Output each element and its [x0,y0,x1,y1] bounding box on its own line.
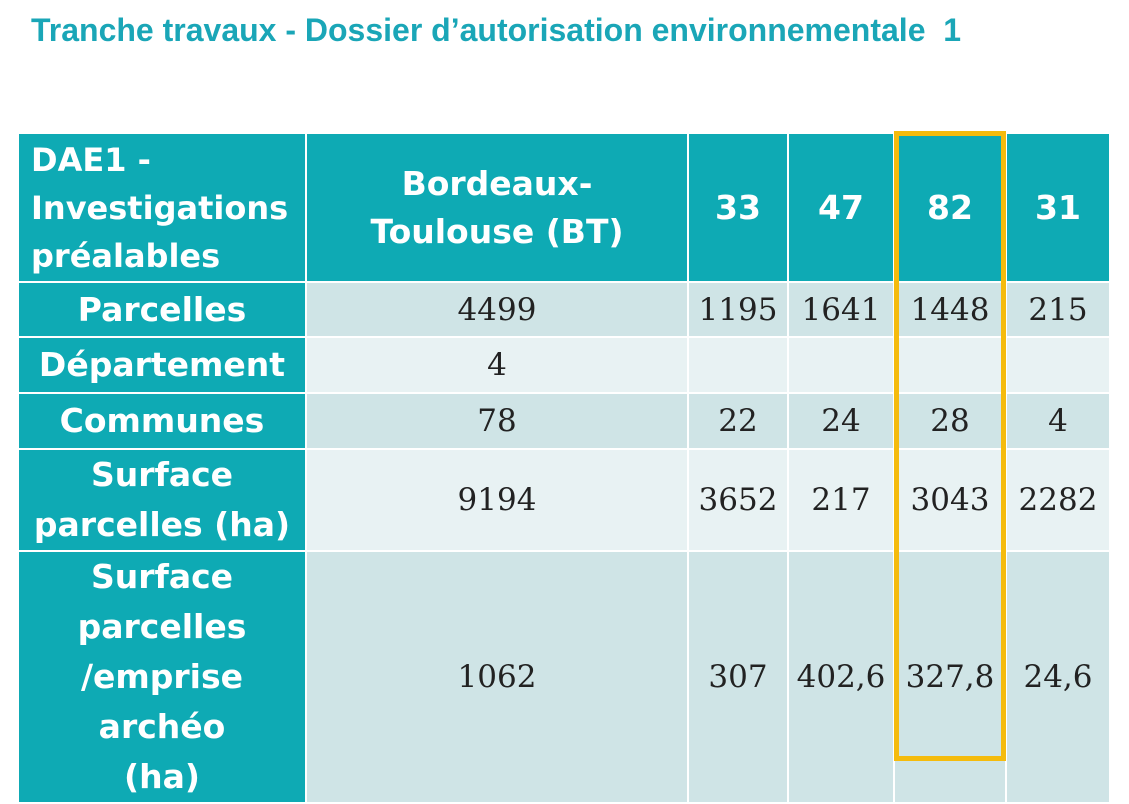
table-cell: 3652 [687,448,789,552]
table-row: Surface parcelles (ha) 9194 3652 217 304… [17,448,1111,552]
table-cell: 1641 [787,281,895,338]
table-cell [1005,336,1111,394]
table-cell [787,336,895,394]
header-row: DAE1 - Investigations préalables Bordeau… [17,132,1111,283]
table-cell: 1062 [305,550,689,804]
table-cell: 1448 [893,281,1007,338]
table-cell: 4 [305,336,689,394]
table-cell: 217 [787,448,895,552]
row-header-communes: Communes [17,392,307,450]
column-header-33: 33 [687,132,789,283]
row-header-surface-parcelles: Surface parcelles (ha) [17,448,307,552]
table-cell: 307 [687,550,789,804]
table-cell: 22 [687,392,789,450]
table-cell: 215 [1005,281,1111,338]
row-header-parcelles: Parcelles [17,281,307,338]
table-cell: 24 [787,392,895,450]
table-cell: 4499 [305,281,689,338]
table-cell: 2282 [1005,448,1111,552]
table-cell: 9194 [305,448,689,552]
table-cell: 402,6 [787,550,895,804]
column-header-bt: Bordeaux-Toulouse (BT) [305,132,689,283]
table-cell [687,336,789,394]
table-row: Surface parcelles /emprise archéo (ha) 1… [17,550,1111,804]
table-cell: 78 [305,392,689,450]
table-cell [893,336,1007,394]
table-cell: 1195 [687,281,789,338]
table-cell: 4 [1005,392,1111,450]
table-cell: 28 [893,392,1007,450]
corner-header: DAE1 - Investigations préalables [17,132,307,283]
table-row: Communes 78 22 24 28 4 [17,392,1111,450]
column-header-82: 82 [893,132,1007,283]
table-row: Département 4 [17,336,1111,394]
table-cell: 327,8 [893,550,1007,804]
table-cell: 24,6 [1005,550,1111,804]
data-table: DAE1 - Investigations préalables Bordeau… [17,132,1111,804]
column-header-31: 31 [1005,132,1111,283]
row-header-surface-emprise: Surface parcelles /emprise archéo (ha) [17,550,307,804]
table-row: Parcelles 4499 1195 1641 1448 215 [17,281,1111,338]
column-header-47: 47 [787,132,895,283]
row-header-departement: Département [17,336,307,394]
page-title: Tranche travaux - Dossier d’autorisation… [31,12,962,48]
table-cell: 3043 [893,448,1007,552]
